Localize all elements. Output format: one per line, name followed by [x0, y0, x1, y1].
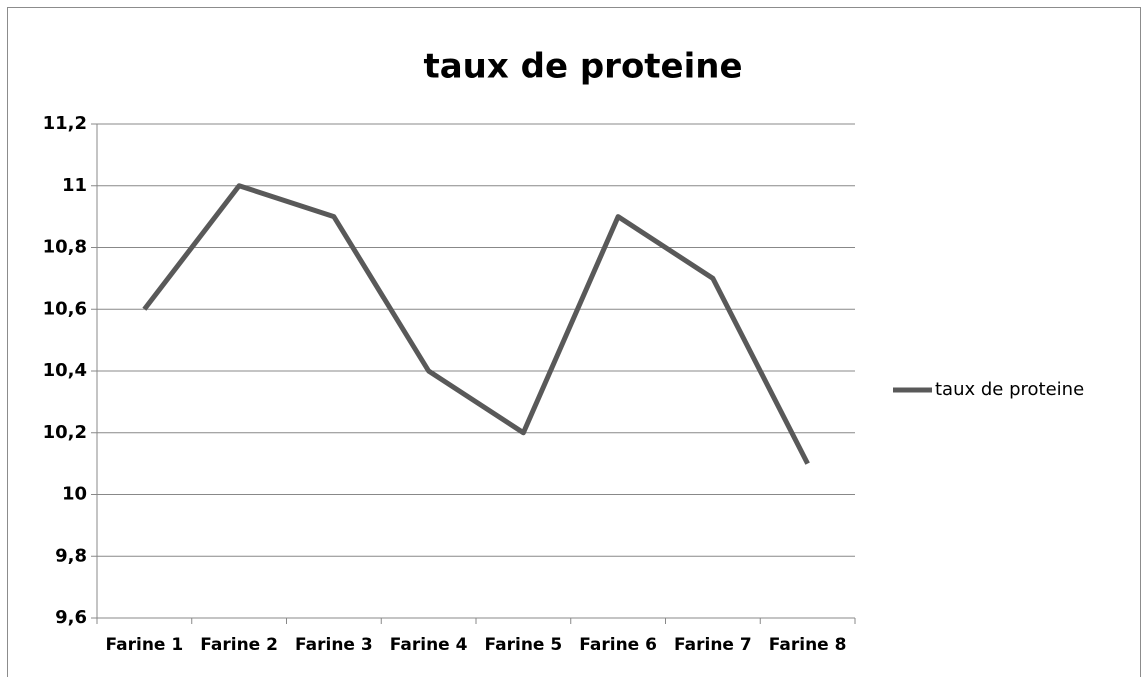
series-line [142, 183, 810, 465]
chart-title: taux de proteine [423, 47, 742, 87]
y-tick-label: 10,4 [43, 360, 87, 381]
x-tick-label: Farine 3 [295, 635, 373, 655]
x-tick-label: Farine 8 [769, 635, 847, 655]
y-tick-label: 10,2 [43, 422, 87, 443]
y-tick-label: 10,6 [43, 298, 87, 319]
y-tick-label: 11 [62, 175, 87, 196]
y-tick-label: 11,2 [43, 113, 87, 134]
x-tick-label: Farine 7 [674, 635, 752, 655]
x-tick-label: Farine 5 [485, 635, 563, 655]
y-tick-label: 10,8 [43, 237, 87, 258]
chart-frame [7, 7, 1141, 681]
x-tick-label: Farine 1 [106, 635, 184, 655]
y-tick-label: 9,8 [55, 545, 87, 566]
x-tick-label: Farine 6 [579, 635, 657, 655]
x-tick-label: Farine 4 [390, 635, 468, 655]
y-tick-label: 10 [62, 484, 87, 505]
y-tick-label: 9,6 [55, 607, 87, 628]
legend-label: taux de proteine [935, 379, 1084, 400]
x-tick-label: Farine 2 [200, 635, 278, 655]
